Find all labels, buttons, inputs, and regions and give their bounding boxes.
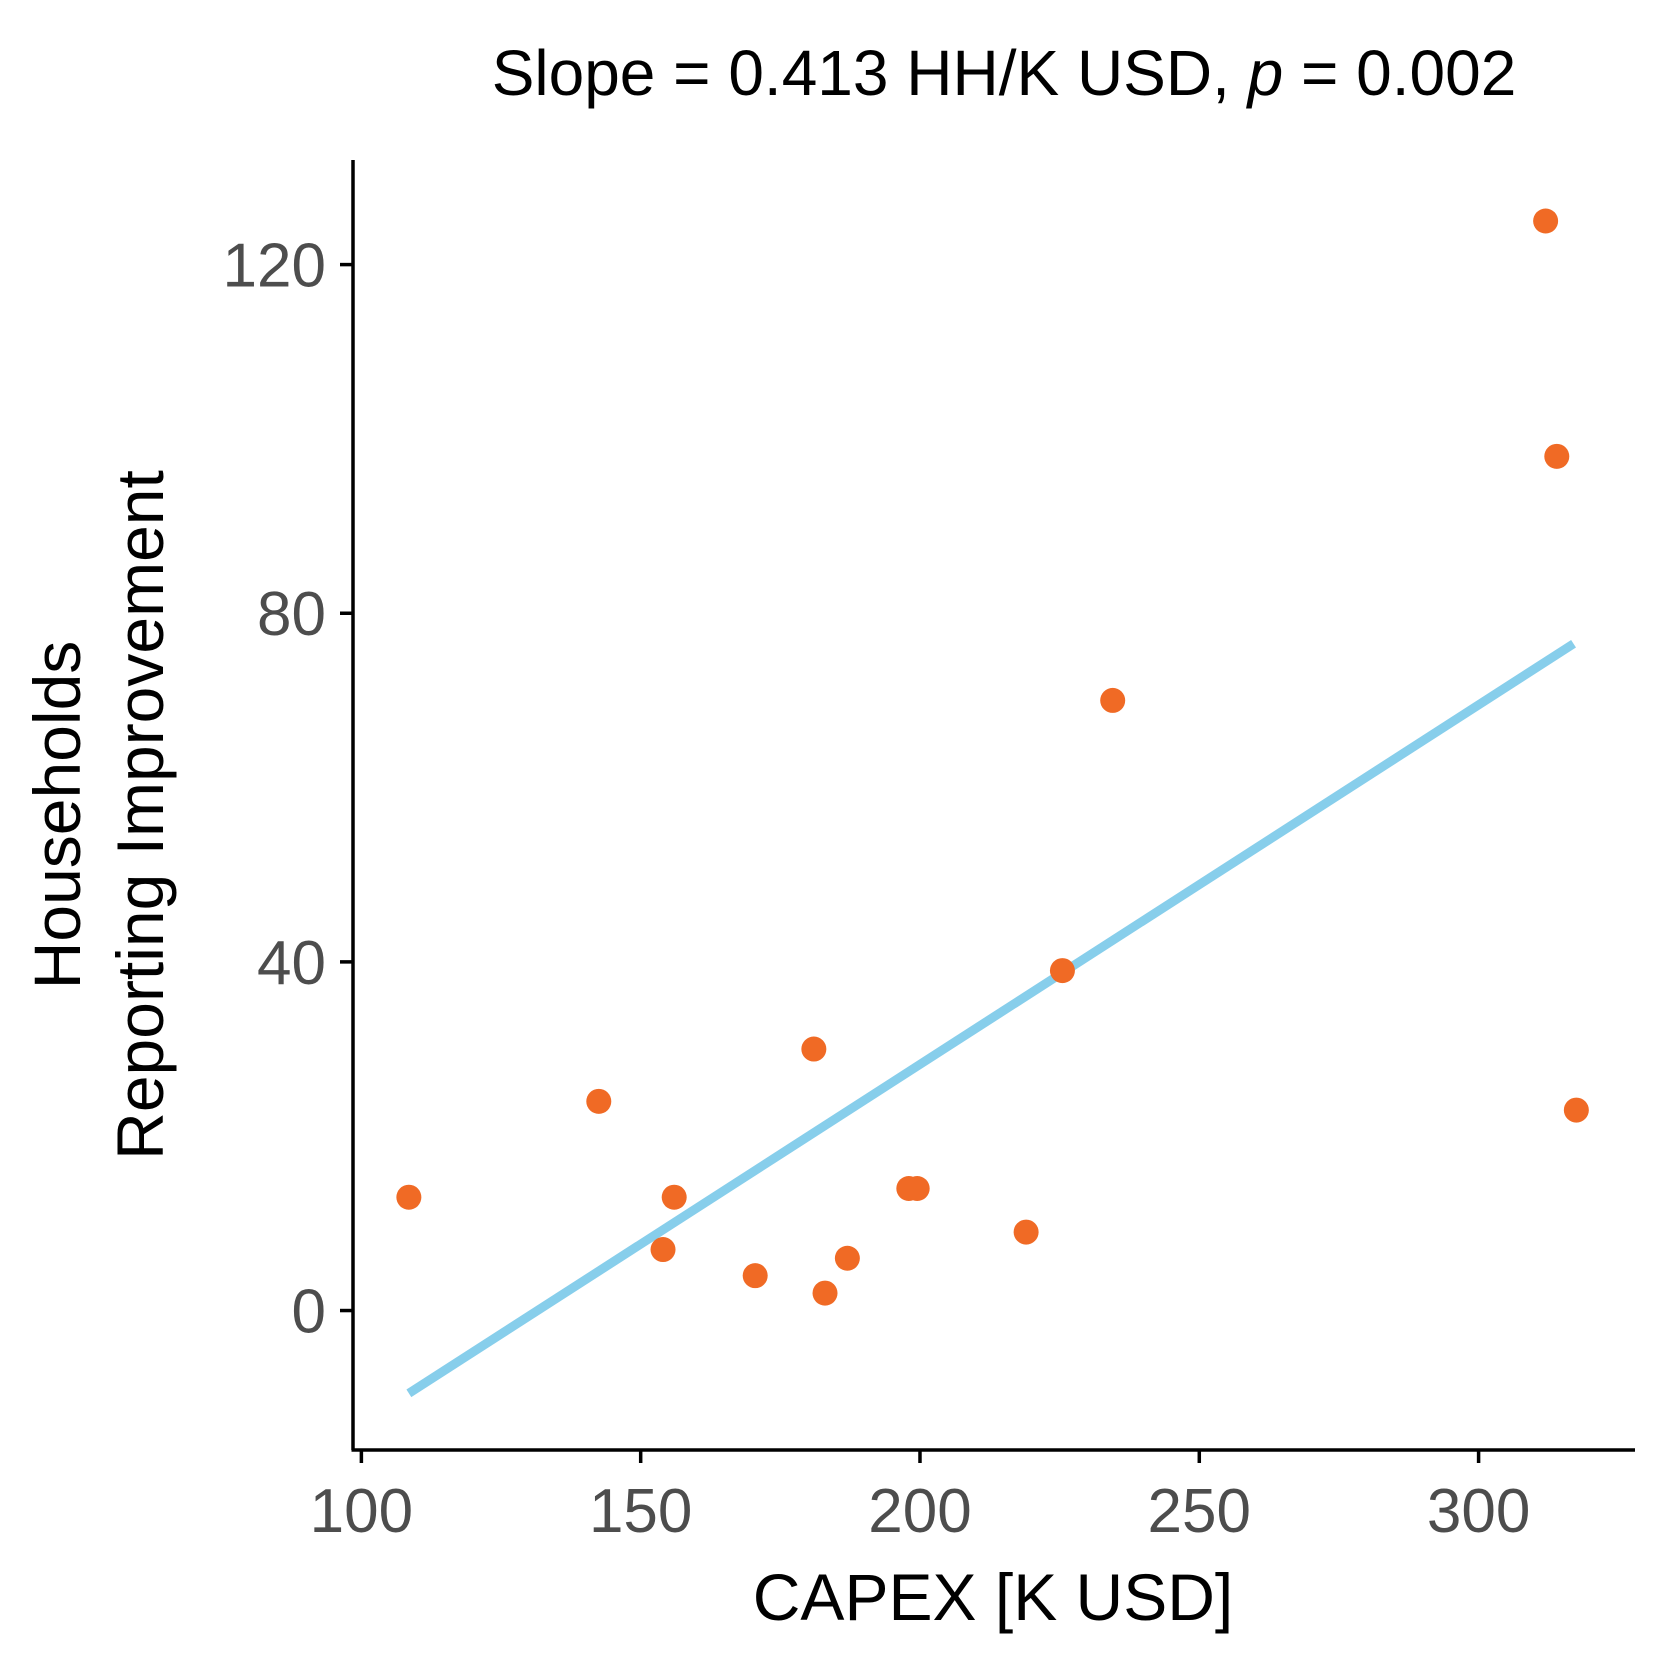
data-point: [812, 1280, 838, 1306]
data-point: [904, 1176, 930, 1202]
y-axis-title-line-2: Reporting Improvement: [103, 470, 177, 1160]
data-point: [650, 1237, 676, 1263]
y-tick-label: 40: [257, 929, 326, 998]
data-point: [1100, 687, 1126, 713]
y-tick-label: 0: [292, 1278, 326, 1347]
data-point: [1544, 443, 1570, 469]
data-point: [1013, 1219, 1039, 1245]
x-tick-label: 250: [1148, 1477, 1251, 1546]
data-point: [396, 1184, 422, 1210]
y-axis-title-line-1: Households: [20, 641, 94, 990]
trend-line-layer: [406, 639, 1576, 1398]
chart-title: Slope = 0.413 HH/K USD, p = 0.002: [492, 37, 1517, 109]
y-tick-label: 120: [223, 232, 326, 301]
chart-title-prefix: Slope = 0.413 HH/K USD,: [492, 37, 1248, 109]
data-point: [1533, 208, 1559, 234]
chart-title-p: p: [1246, 37, 1284, 109]
data-point: [834, 1245, 860, 1271]
data-point: [742, 1263, 768, 1289]
data-point: [801, 1036, 827, 1062]
data-point: [1049, 958, 1075, 984]
x-tick-label: 300: [1427, 1477, 1530, 1546]
chart-title-suffix: = 0.002: [1283, 37, 1516, 109]
x-tick-label: 100: [310, 1477, 413, 1546]
x-tick-label: 150: [589, 1477, 692, 1546]
data-point: [586, 1088, 612, 1114]
y-tick-label: 80: [257, 580, 326, 649]
data-point: [1563, 1097, 1589, 1123]
data-point: [661, 1184, 687, 1210]
x-axis-title: CAPEX [K USD]: [753, 1560, 1233, 1634]
data-points-layer: [396, 208, 1589, 1306]
axes-layer: 100 150 200 250 300 0 40 80 120: [223, 160, 1635, 1546]
x-tick-label: 200: [868, 1477, 971, 1546]
regression-line: [406, 639, 1576, 1398]
